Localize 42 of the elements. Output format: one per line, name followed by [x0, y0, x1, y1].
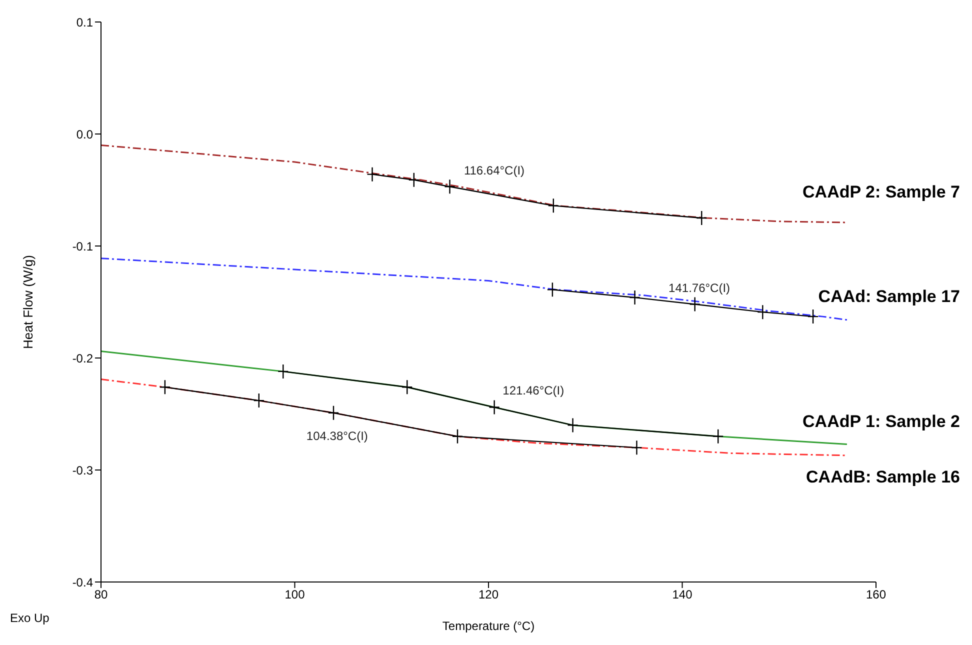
point — [629, 290, 640, 306]
point — [328, 405, 340, 420]
x-tick-label: 160 — [866, 588, 886, 602]
annotation: 141.76°C(I) — [668, 281, 730, 296]
point — [159, 380, 171, 395]
point — [408, 172, 420, 188]
point — [757, 304, 768, 320]
x-axis-title: Temperature (°C) — [442, 619, 535, 633]
y-tick-label: 0.0 — [76, 127, 94, 142]
x-tick-label: 140 — [672, 588, 693, 602]
text: Exo Up — [10, 611, 50, 625]
point — [548, 198, 560, 214]
x-tick-label: 80 — [94, 588, 108, 602]
series-label: CAAdB: Sample 16 — [806, 467, 960, 486]
annotation: 116.64°C(I) — [464, 164, 525, 178]
series-label: CAAd: Sample 17 — [818, 286, 960, 306]
annotation: 121.46°C(I) — [502, 383, 564, 398]
y-axis-title: Heat Flow (W/g) — [20, 255, 36, 349]
series-label: CAAdP 2: Sample 7 — [802, 182, 960, 202]
y-tick-label: -0.1 — [72, 239, 94, 254]
point — [567, 418, 578, 433]
y-tick-label: -0.2 — [72, 351, 94, 366]
y-tick-label: 0.1 — [76, 15, 94, 30]
point — [366, 166, 378, 182]
point — [444, 179, 456, 194]
point — [488, 400, 500, 415]
x-tick-label: 100 — [284, 588, 306, 602]
point — [452, 428, 464, 444]
x-tick-label: 120 — [478, 588, 499, 602]
point — [712, 428, 724, 444]
point — [253, 392, 265, 408]
y-tick-label: -0.4 — [72, 575, 94, 590]
point — [402, 380, 413, 395]
point — [546, 282, 558, 298]
point — [807, 308, 819, 324]
point — [689, 296, 700, 312]
annotation: 104.38°C(I) — [306, 429, 368, 443]
point — [696, 210, 708, 226]
series-label: CAAdP 1: Sample 2 — [802, 412, 960, 432]
point — [631, 440, 642, 456]
y-tick-label: -0.3 — [72, 463, 94, 478]
point — [278, 364, 289, 380]
